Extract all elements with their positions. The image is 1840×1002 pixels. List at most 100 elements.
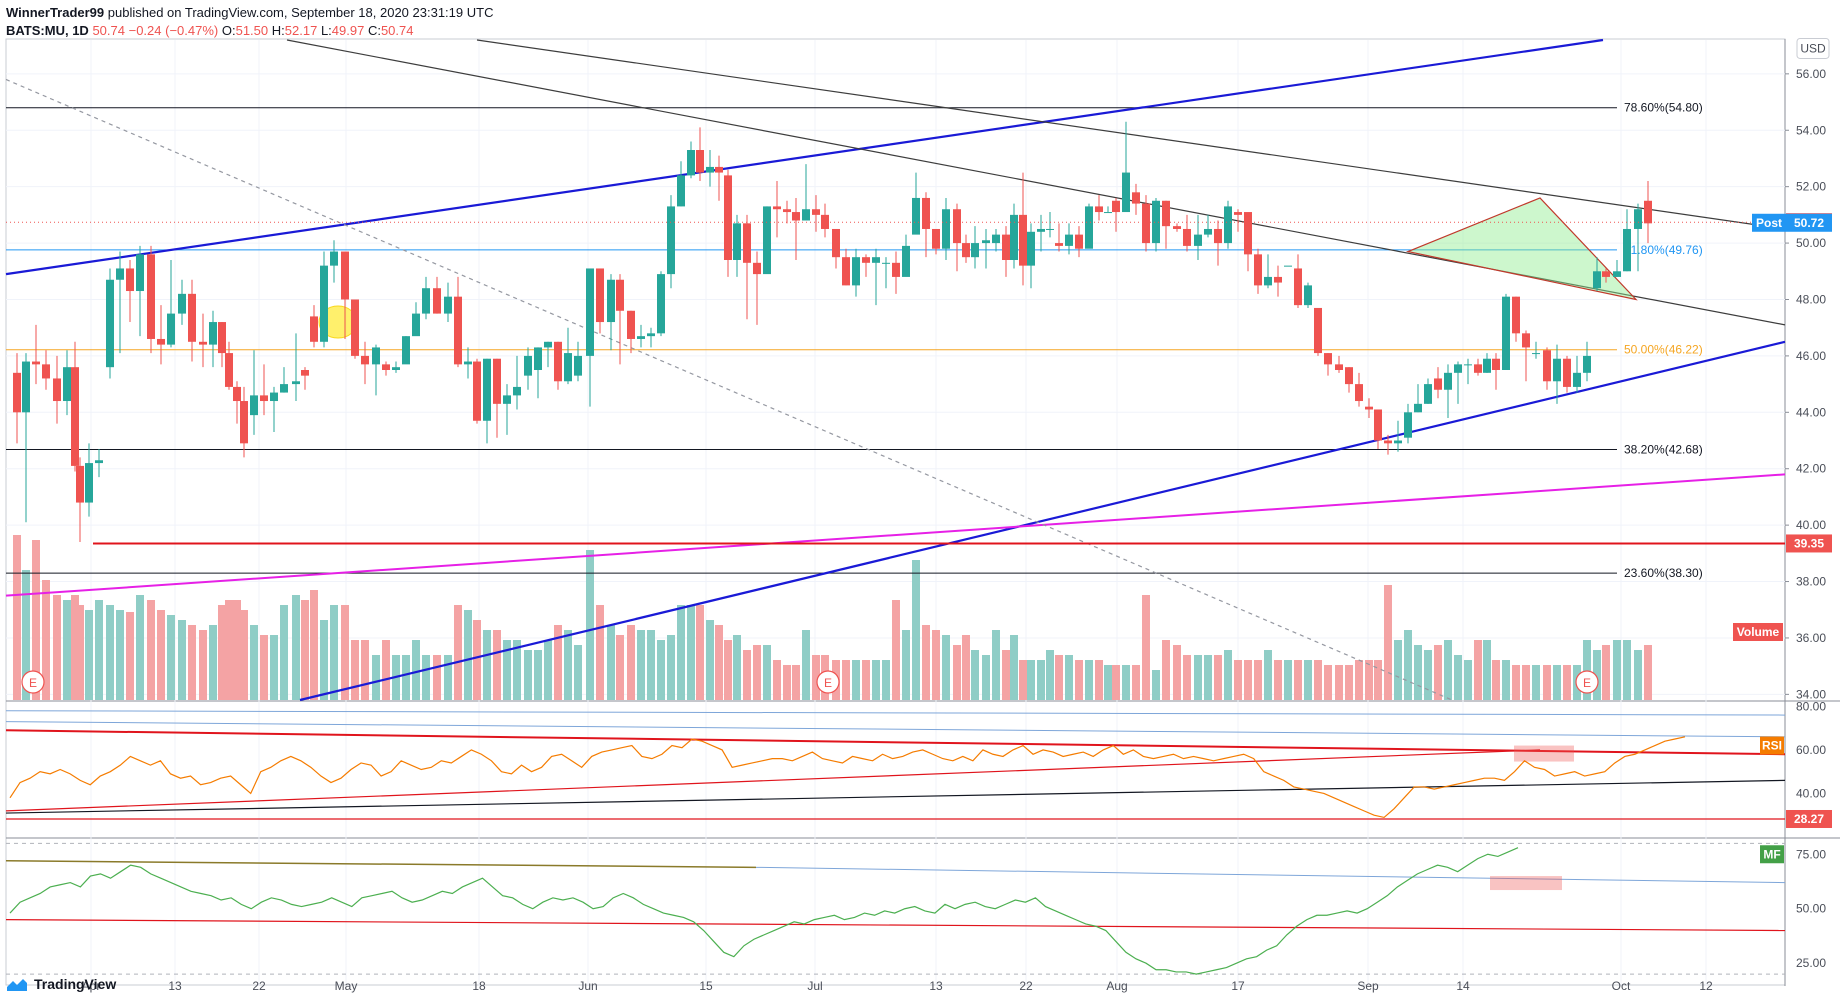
volume-bar: [1532, 665, 1540, 700]
volume-bar: [1027, 660, 1035, 700]
mf-tick-label: 25.00: [1796, 956, 1826, 970]
candle-body: [292, 381, 300, 385]
volume-bar: [1095, 660, 1103, 700]
price-tick-label: 56.00: [1796, 67, 1826, 81]
candle-body: [971, 243, 979, 258]
publish-info: published on TradingView.com, September …: [107, 5, 494, 20]
symbol-label[interactable]: BATS:MU, 1D: [6, 23, 89, 38]
rsi-tick-label: 60.00: [1796, 743, 1826, 757]
volume-bar: [1037, 660, 1045, 700]
candle-body: [361, 355, 369, 365]
volume-bar: [1583, 640, 1591, 700]
rsi-trend-line: [5, 721, 1786, 738]
volume-bar: [1543, 665, 1551, 700]
candle-body: [13, 372, 21, 413]
volume-bar: [1304, 660, 1312, 700]
volume-bar: [209, 625, 217, 700]
candle-body: [1583, 355, 1591, 373]
volume-bar: [715, 625, 723, 700]
volume-bar: [1553, 665, 1561, 700]
candle-body: [1404, 412, 1412, 438]
candle-body: [1244, 212, 1252, 255]
volume-bar: [341, 605, 349, 700]
candle-body: [842, 257, 850, 286]
volume-bar: [932, 630, 940, 700]
candle-body: [157, 338, 165, 345]
volume-bar: [1512, 665, 1520, 700]
candle-body: [209, 322, 217, 345]
volume-bar: [136, 595, 144, 700]
candle-body: [1434, 378, 1442, 390]
candle-body: [1142, 203, 1150, 244]
volume-bar: [574, 645, 582, 700]
candle-body: [32, 361, 40, 365]
volume-bar: [812, 655, 820, 700]
candle-body: [301, 370, 309, 376]
volume-bar: [1355, 660, 1363, 700]
volume-bar: [147, 600, 155, 700]
volume-bar: [464, 610, 472, 700]
candle-body: [832, 228, 840, 258]
volume-bar: [513, 640, 521, 700]
candle-body: [1563, 358, 1571, 387]
candle-body: [280, 384, 288, 393]
publish-line: WinnerTrader99 published on TradingView.…: [6, 4, 493, 22]
candle-body: [1065, 234, 1073, 246]
author-name[interactable]: WinnerTrader99: [6, 5, 105, 20]
candle-body: [743, 223, 751, 263]
mf-trend-line: [5, 860, 757, 869]
candle-body: [647, 333, 655, 337]
candle-body: [240, 401, 248, 444]
volume-bar: [188, 625, 196, 700]
candle-body: [1374, 409, 1382, 441]
candle-body: [677, 175, 685, 207]
candle-body: [1314, 307, 1322, 354]
time-tick-label: 22: [252, 979, 266, 993]
candle-body: [167, 313, 175, 345]
volume-bar: [971, 650, 979, 700]
price-tick-label: 42.00: [1796, 462, 1826, 476]
candle-body: [1183, 228, 1191, 246]
volume-bar: [1284, 660, 1292, 700]
volume-bar: [1010, 635, 1018, 700]
candle-body: [1424, 384, 1432, 404]
volume-bar: [95, 600, 103, 700]
volume-bar: [167, 615, 175, 700]
close-label: C:: [367, 23, 381, 38]
volume-bar: [724, 640, 732, 700]
mf-line: [9, 847, 1519, 975]
descending-trend-line: [476, 39, 1786, 230]
mf-trend-line: [755, 866, 1786, 884]
candle-body: [1345, 367, 1353, 385]
volume-bar: [1002, 650, 1010, 700]
candle-body: [992, 234, 1000, 244]
time-tick-label: May: [335, 979, 358, 993]
volume-bar: [1502, 660, 1510, 700]
candle-body: [1512, 296, 1520, 334]
volume-bar: [1224, 650, 1232, 700]
candle-body: [1194, 234, 1202, 246]
volume-bar: [892, 600, 900, 700]
volume-bar: [1394, 640, 1402, 700]
volume-bar: [872, 660, 880, 700]
candle-body: [218, 322, 226, 354]
price-tick-label: 48.00: [1796, 292, 1826, 306]
volume-bar: [1314, 660, 1322, 700]
candle-body: [912, 197, 920, 235]
currency-label: USD: [1800, 41, 1826, 55]
candle-body: [1444, 372, 1452, 390]
volume-bar: [1234, 660, 1242, 700]
candle-body: [962, 243, 970, 258]
volume-bar: [1046, 650, 1054, 700]
rsi-tick-label: 40.00: [1796, 786, 1826, 800]
volume-bar: [1152, 670, 1160, 700]
mf-label-tag: [1760, 845, 1784, 864]
rsi-line: [9, 736, 1686, 819]
tradingview-brand[interactable]: TradingView: [6, 976, 116, 992]
candle-body: [892, 262, 900, 277]
price-tag: [1786, 213, 1832, 232]
candle-body: [607, 279, 615, 323]
volume-bar: [1644, 645, 1652, 700]
price-tag-label: 50.72: [1794, 216, 1824, 230]
